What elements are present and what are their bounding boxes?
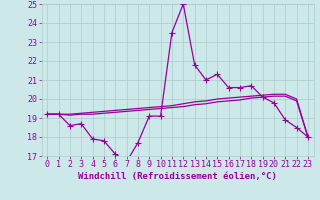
X-axis label: Windchill (Refroidissement éolien,°C): Windchill (Refroidissement éolien,°C) [78,172,277,181]
